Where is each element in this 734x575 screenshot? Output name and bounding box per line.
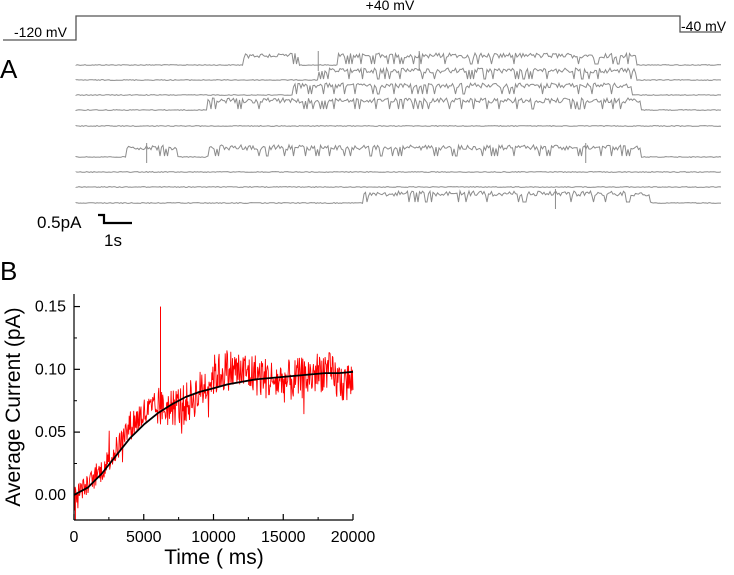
scale-bar: 0.5pA 1s <box>37 213 132 250</box>
sweep-trace <box>75 96 722 112</box>
fit-curve <box>73 370 354 496</box>
single-channel-sweeps <box>75 51 722 209</box>
voltage-protocol: -120 mV +40 mV -40 mV <box>3 0 727 41</box>
sweep-trace <box>75 171 722 173</box>
scale-current-label: 0.5pA <box>37 213 82 232</box>
sweep-trace <box>75 189 721 204</box>
chart-series <box>73 306 354 520</box>
y-tick-label: 0.00 <box>35 487 66 504</box>
panel-a-label: A <box>0 54 18 84</box>
scale-time-label: 1s <box>104 231 122 250</box>
panel-b-label: B <box>0 256 17 286</box>
return-voltage-label: -40 mV <box>681 18 727 34</box>
sweep-trace <box>75 125 722 127</box>
y-axis-ticks: 0.00 0.05 0.10 0.15 <box>35 299 80 504</box>
sweep-trace <box>75 66 722 81</box>
sweep-trace <box>75 81 722 96</box>
voltage-protocol-line <box>3 15 722 41</box>
x-axis-title: Time ( ms) <box>164 546 264 569</box>
x-axis-ticks: 0 5000 10000 15000 20000 <box>70 514 376 546</box>
y-tick-label: 0.05 <box>35 424 66 441</box>
y-axis-title: Average Current (pA) <box>2 307 25 506</box>
scale-bar-line <box>98 213 132 225</box>
y-tick-label: 0.10 <box>35 361 66 378</box>
x-tick-label: 5000 <box>126 529 162 546</box>
hold-voltage-label: -120 mV <box>14 24 68 40</box>
sweep-trace <box>75 143 722 158</box>
x-tick-label: 15000 <box>261 529 306 546</box>
x-tick-label: 20000 <box>331 529 376 546</box>
x-tick-label: 10000 <box>191 529 236 546</box>
step-voltage-label: +40 mV <box>366 0 415 13</box>
sweep-trace <box>75 186 722 188</box>
sweep-trace <box>75 51 721 66</box>
x-tick-label: 0 <box>70 529 79 546</box>
average-current-chart: 0.00 0.05 0.10 0.15 0 5000 10000 15000 20000 Ti… <box>2 294 375 569</box>
y-tick-label: 0.15 <box>35 299 66 316</box>
